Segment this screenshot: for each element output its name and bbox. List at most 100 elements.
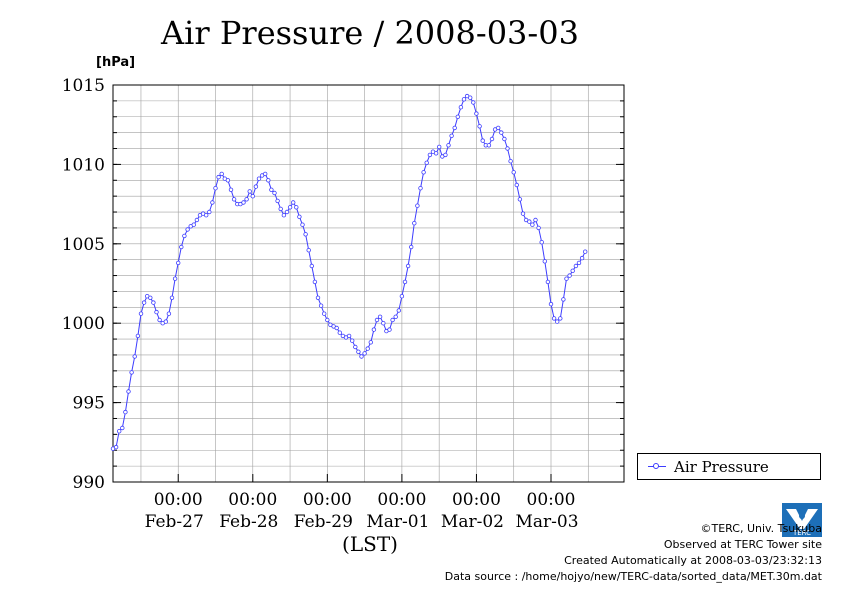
data-point — [194, 217, 200, 223]
data-point — [508, 158, 513, 164]
plot-frame — [112, 84, 625, 483]
data-point — [468, 95, 473, 100]
data-point — [281, 212, 287, 218]
data-point — [154, 309, 159, 315]
data-point — [514, 182, 519, 188]
data-point — [284, 209, 290, 215]
data-point — [169, 295, 175, 300]
x-tick-date-label: Feb-29 — [294, 512, 353, 532]
data-point — [405, 263, 411, 269]
data-point — [433, 151, 439, 156]
data-point — [297, 214, 302, 219]
data-point — [499, 130, 504, 135]
copyright-text: ©TERC, Univ. Tsukuba — [700, 522, 823, 535]
data-point — [318, 303, 324, 308]
data-point — [427, 152, 433, 158]
data-point — [350, 338, 355, 343]
legend-marker-icon — [653, 463, 659, 469]
data-point — [129, 370, 134, 375]
data-point — [244, 197, 249, 202]
data-point — [300, 222, 305, 227]
data-point — [303, 232, 308, 237]
data-point — [567, 273, 572, 278]
data-point — [172, 276, 178, 281]
data-point — [536, 225, 541, 231]
x-tick-labels: 00:00Feb-2700:00Feb-2800:00Feb-2900:00Ma… — [145, 490, 579, 532]
data-point — [207, 209, 212, 215]
data-point — [396, 308, 401, 313]
data-point — [253, 184, 259, 189]
data-point — [480, 138, 485, 143]
data-point — [471, 100, 476, 105]
data-point — [542, 259, 547, 264]
data-point — [325, 317, 330, 323]
data-point — [377, 314, 383, 319]
data-point — [213, 185, 218, 191]
data-point — [527, 219, 532, 224]
data-point — [443, 152, 448, 158]
data-point — [576, 260, 582, 266]
data-point — [539, 239, 544, 245]
data-point — [120, 425, 125, 431]
data-point — [315, 295, 321, 300]
data-point — [446, 143, 451, 148]
data-point — [141, 300, 147, 305]
data-point — [399, 294, 405, 299]
data-point — [548, 301, 554, 307]
y-tick-label: 1010 — [62, 155, 105, 175]
data-point — [250, 193, 255, 199]
data-point — [151, 300, 156, 305]
data-point — [312, 279, 318, 285]
x-tick-time-label: 00:00 — [527, 490, 576, 510]
y-tick-label: 995 — [73, 394, 105, 414]
data-point — [256, 176, 262, 181]
data-point — [583, 249, 588, 254]
x-tick-time-label: 00:00 — [154, 490, 203, 510]
data-point — [520, 211, 526, 216]
data-point — [275, 198, 280, 204]
y-axis-unit: [hPa] — [96, 55, 136, 70]
y-tick-label: 1005 — [62, 235, 105, 255]
chart-title: Air Pressure / 2008-03-03 — [161, 14, 579, 52]
grid-lines — [113, 85, 624, 482]
data-point — [570, 268, 575, 273]
legend-label: Air Pressure — [674, 458, 769, 476]
data-point — [558, 316, 563, 321]
data-point — [203, 212, 209, 218]
data-point — [415, 203, 420, 208]
data-point — [387, 327, 392, 332]
data-point — [545, 279, 551, 285]
data-point — [449, 133, 454, 138]
data-point — [191, 222, 196, 227]
data-point — [517, 197, 523, 202]
data-point — [287, 205, 293, 210]
y-tick-labels: 990 995 1000 1005 1010 1015 — [62, 76, 105, 493]
data-point — [291, 200, 296, 205]
data-point — [157, 317, 162, 323]
x-tick-time-label: 00:00 — [303, 490, 352, 510]
data-point — [210, 200, 215, 205]
data-point — [334, 325, 339, 331]
x-tick-time-label: 00:00 — [228, 490, 277, 510]
data-point — [163, 319, 168, 324]
data-point — [489, 136, 495, 142]
data-point — [231, 197, 237, 202]
data-point — [219, 171, 224, 177]
data-point — [371, 327, 377, 332]
data-point — [228, 187, 234, 192]
data-point — [496, 125, 501, 131]
y-tick-label: 990 — [73, 473, 105, 493]
terc-logo-icon: TERC — [782, 503, 822, 537]
data-point — [502, 136, 507, 142]
y-tick-label: 1015 — [62, 76, 105, 96]
data-point — [356, 349, 361, 354]
data-point — [179, 244, 184, 250]
data-point — [269, 187, 274, 192]
x-tick-date-label: Mar-03 — [515, 512, 578, 532]
data-point — [573, 263, 579, 269]
data-point — [579, 255, 585, 261]
data-point — [175, 260, 181, 266]
axis-ticks — [113, 84, 624, 483]
data-point — [309, 263, 314, 269]
